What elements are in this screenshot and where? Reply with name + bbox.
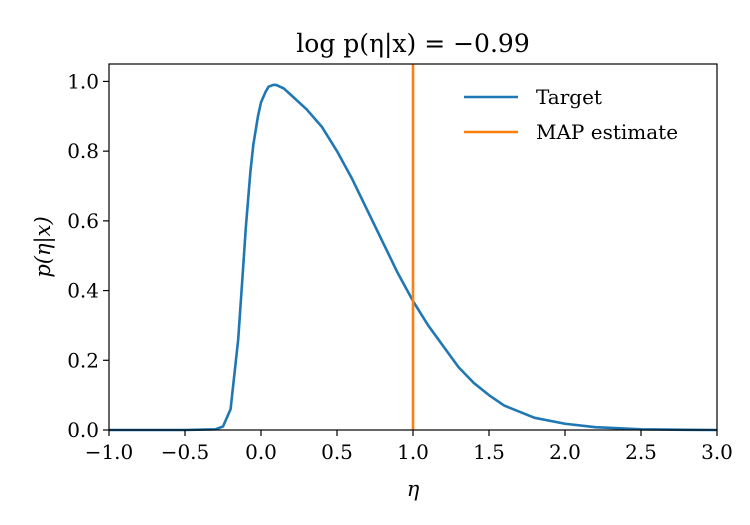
- y-tick-label: 0.2: [67, 348, 99, 372]
- legend-label: MAP estimate: [536, 120, 678, 144]
- x-tick-label: 2.5: [625, 440, 657, 464]
- x-axis-label: η: [407, 477, 420, 501]
- plot-area: [108, 63, 718, 432]
- y-axis-ticks: 0.0 0.2 0.4 0.6 0.8 1.0: [67, 69, 109, 442]
- x-tick-label: −1.0: [85, 440, 134, 464]
- legend: Target MAP estimate: [464, 85, 678, 144]
- y-tick-label: 0.8: [67, 139, 99, 163]
- x-tick-label: 1.0: [397, 440, 429, 464]
- x-tick-label: 1.5: [473, 440, 505, 464]
- y-tick-label: 0.6: [67, 209, 99, 233]
- y-tick-label: 0.4: [67, 279, 99, 303]
- x-tick-label: 0.5: [321, 440, 353, 464]
- y-tick-label: 0.0: [67, 418, 99, 442]
- series-layer: [109, 64, 718, 432]
- y-tick-label: 1.0: [67, 69, 99, 93]
- legend-label: Target: [536, 85, 602, 109]
- x-tick-label: −0.5: [161, 440, 210, 464]
- y-axis-label: p(η|x): [31, 216, 56, 277]
- chart-title: log p(η|x) = −0.99: [296, 29, 529, 59]
- series-line-target: [109, 83, 718, 432]
- x-tick-label: 2.0: [549, 440, 581, 464]
- x-axis-ticks: −1.0 −0.5 0.0 0.5 1.0 1.5 2.0 2.5 3.0: [85, 430, 733, 464]
- x-tick-label: 3.0: [701, 440, 733, 464]
- x-tick-label: 0.0: [245, 440, 277, 464]
